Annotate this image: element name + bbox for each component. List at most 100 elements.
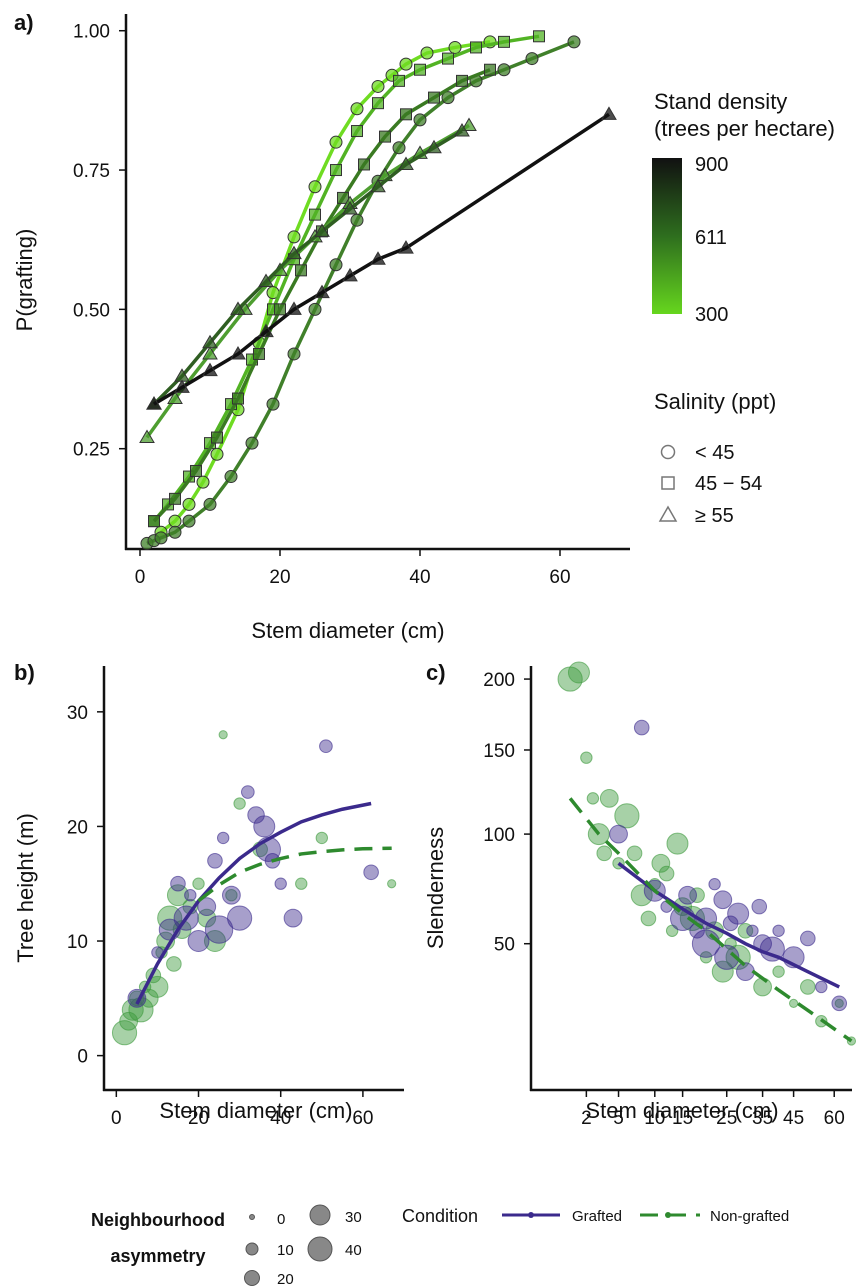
panel-b-x-tick-label: 60 xyxy=(352,1108,373,1129)
condition-legend-title: Condition xyxy=(402,1206,478,1226)
panel-a-triangle-point xyxy=(398,240,414,254)
panel-b-point xyxy=(203,930,226,953)
panel-c-point xyxy=(831,995,848,1012)
panel-a-circle-point xyxy=(420,46,434,60)
panel-a-square-point xyxy=(414,63,426,76)
panel-a-x-label: Stem diameter (cm) xyxy=(251,618,444,643)
panel-a-circle-point xyxy=(224,470,238,484)
panel-b-x-tick-label: 0 xyxy=(111,1108,122,1129)
asymmetry-label-0: 0 xyxy=(277,1211,285,1228)
panel-a-square-point xyxy=(337,191,349,204)
panel-a-x-tick-label: 20 xyxy=(269,567,290,588)
panel-a-triangle-point xyxy=(461,117,477,131)
panel-a-circle-point xyxy=(168,514,182,528)
asymmetry-legend-title-2: asymmetry xyxy=(110,1246,205,1266)
panel-a-triangle-point xyxy=(342,201,358,215)
panel-a-circle-point xyxy=(287,230,301,244)
panel-a-circle-point xyxy=(308,180,322,194)
panel-c-point xyxy=(567,661,590,684)
panel-a-y-tick-label: 0.50 xyxy=(73,300,110,321)
panel-a-square-point xyxy=(274,303,286,316)
panel-c-point xyxy=(772,965,785,978)
panel-a-circle-point xyxy=(399,57,413,71)
panel-a-circle-point xyxy=(350,102,364,116)
panel-a-circle-point xyxy=(287,347,301,361)
panel-b-point xyxy=(197,897,217,917)
density-tick-611: 611 xyxy=(695,227,727,249)
panel-b-point xyxy=(111,1020,138,1046)
panel-b-point xyxy=(187,930,210,953)
panel-a-triangle-point xyxy=(202,362,218,377)
panel-a-plot: 0.25 0.50 0.75 1.00 0 20 40 60 xyxy=(73,14,630,588)
panel-a-triangle-point xyxy=(174,379,190,393)
panel-a-x-tick-label: 60 xyxy=(549,567,570,588)
salinity-label-low: < 45 xyxy=(695,442,734,464)
panel-a-y-tick-label: 0.25 xyxy=(73,440,110,461)
panel-a-circle-point xyxy=(350,213,364,227)
salinity-circle-icon xyxy=(660,444,676,460)
panel-c-x-tick-label: 5 xyxy=(613,1108,624,1129)
panel-c-point xyxy=(666,832,689,855)
panel-a-circle-point xyxy=(371,79,385,93)
panel-c-point xyxy=(737,922,754,939)
salinity-square-icon xyxy=(661,476,675,490)
panel-a-square-point xyxy=(330,164,342,177)
panel-b-point xyxy=(207,853,223,869)
panel-c-plot: 50 100 150 200 2 5 10 15 25 35 45 60 xyxy=(483,661,857,1129)
panel-b-point xyxy=(319,739,333,754)
panel-c-point xyxy=(711,960,734,983)
panel-c-point xyxy=(678,885,697,905)
panel-a-triangle-point xyxy=(286,301,302,315)
asymmetry-size-0-icon xyxy=(249,1214,255,1220)
asymmetry-label-30: 30 xyxy=(345,1209,362,1226)
panel-c-x-tick-label: 25 xyxy=(716,1108,737,1129)
panel-b-point xyxy=(295,877,308,890)
panel-c-label: c) xyxy=(426,660,446,685)
panel-b-y-tick-label: 30 xyxy=(67,703,88,724)
grafted-dot-icon xyxy=(528,1212,534,1218)
panel-a-x-tick-label: 0 xyxy=(135,567,146,588)
panel-b-y-tick-label: 0 xyxy=(77,1047,88,1068)
panel-c-point xyxy=(722,915,739,932)
panel-b-x-tick-label: 20 xyxy=(188,1108,209,1129)
panel-a-square-point xyxy=(169,492,181,505)
panel-a-square-point xyxy=(484,63,496,76)
panel-a-square-point xyxy=(358,158,370,171)
panel-c-point xyxy=(736,962,755,982)
panel-a-square-point xyxy=(456,74,468,87)
panel-a-triangle-point xyxy=(202,334,218,349)
panel-a-y-label: P(grafting) xyxy=(12,229,37,332)
panel-b-point xyxy=(218,730,228,740)
panel-a-square-point xyxy=(253,347,265,360)
panel-c-point xyxy=(599,788,619,808)
panel-a-circle-point xyxy=(329,135,343,149)
panel-b-point xyxy=(253,815,276,838)
panel-c-point xyxy=(626,845,643,862)
panel-a-square-point xyxy=(379,130,391,143)
panel-b-point xyxy=(204,915,234,944)
panel-c-point xyxy=(596,845,613,862)
panel-c-fit-line xyxy=(568,797,853,1043)
panel-c-point xyxy=(630,884,653,907)
panel-a-circle-point xyxy=(567,35,581,49)
panel-b-point xyxy=(247,806,265,824)
panel-c-point xyxy=(800,930,816,947)
panel-b-y-tick-label: 20 xyxy=(67,817,88,838)
asymmetry-label-20: 20 xyxy=(277,1271,294,1286)
panel-c-y-label: Slenderness xyxy=(423,827,448,949)
panel-c-x-tick-label: 45 xyxy=(783,1108,804,1129)
panel-a-square-point xyxy=(232,392,244,405)
panel-a-circle-point xyxy=(245,436,259,450)
panel-a-square-point xyxy=(498,35,510,48)
panel-c-y-tick-label: 100 xyxy=(483,825,515,846)
density-legend-title-1: Stand density xyxy=(654,89,787,114)
panel-c-y-tick-label: 50 xyxy=(494,935,515,956)
panel-b-y-tick-label: 10 xyxy=(67,932,88,953)
panel-c-point xyxy=(633,719,650,736)
panel-b-point xyxy=(363,864,379,881)
panel-b-point xyxy=(166,956,182,972)
condition-label-grafted: Grafted xyxy=(572,1208,622,1225)
panel-a-circle-point xyxy=(497,63,511,77)
panel-c-point xyxy=(640,910,657,927)
density-tick-900: 900 xyxy=(695,154,728,176)
